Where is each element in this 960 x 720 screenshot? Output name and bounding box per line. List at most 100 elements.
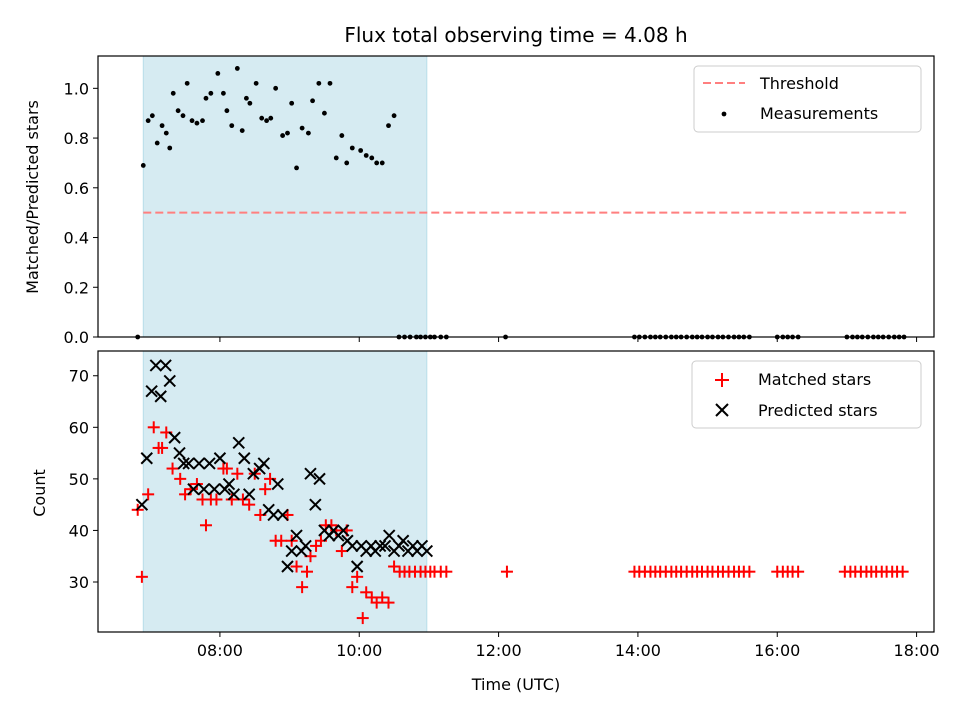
measurement-point [145, 118, 151, 124]
matched-star-point [792, 565, 805, 578]
predicted-star-point [168, 431, 181, 444]
predicted-star-point [346, 539, 359, 553]
measurement-point [253, 80, 259, 86]
predicted-star-point [257, 457, 271, 470]
measurement-point [280, 133, 286, 138]
matched-star-point [335, 545, 348, 558]
threshold-legend-label: Threshold [759, 74, 839, 93]
ratio-y-tick-label: 1.0 [64, 79, 89, 98]
predicted-star-point [154, 390, 167, 403]
predicted-star-point [192, 457, 206, 470]
matched-star-point [388, 560, 401, 573]
predicted-star-point [420, 544, 434, 558]
x-tick-label: 14:00 [615, 641, 661, 660]
predicted-star-point [145, 385, 158, 398]
matched-star-point [743, 565, 756, 578]
matched-star-point [440, 565, 453, 578]
predicted-stars-legend-marker [715, 403, 729, 417]
chart-title: Flux total observing time = 4.08 h [344, 23, 687, 47]
matched-star-point [301, 565, 313, 578]
x-tick-label: 16:00 [754, 641, 800, 660]
measurement-point [163, 130, 169, 136]
measurement-point [358, 148, 364, 153]
measurement-point [247, 100, 253, 106]
matched-star-point [220, 462, 233, 475]
predicted-star-point [173, 446, 186, 460]
measurement-point [189, 118, 195, 124]
measurement-point [379, 160, 385, 166]
measurement-point [294, 165, 299, 171]
matched-star-point [147, 421, 160, 434]
measurement-point [239, 128, 245, 134]
count-y-tick-label: 60 [69, 418, 89, 437]
matched-star-point [231, 467, 244, 480]
predicted-star-point [309, 498, 322, 511]
predicted-star-point [149, 359, 163, 372]
matched-star-point [346, 581, 359, 594]
predicted-star-point [182, 457, 195, 470]
measurement-point [200, 118, 205, 124]
predicted-star-point [285, 544, 298, 558]
count-legend: Matched stars Predicted stars [691, 360, 922, 429]
measurement-point [369, 155, 375, 161]
measurement-point [386, 123, 391, 129]
matched-star-point [275, 534, 288, 547]
ratio-legend: Threshold Measurements [693, 65, 922, 133]
matched-star-point [156, 441, 169, 454]
measurement-point [339, 133, 345, 138]
measurement-point [243, 95, 249, 101]
matched-star-point [135, 570, 148, 583]
predicted-star-point [213, 452, 227, 465]
predicted-star-point [227, 488, 241, 501]
matched-star-point [382, 596, 395, 609]
predicted-star-point [242, 488, 256, 501]
measurement-point [310, 98, 315, 104]
x-tick-label: 12:00 [476, 641, 522, 660]
measurement-point [234, 66, 240, 71]
measurement-point [229, 123, 235, 129]
measurement-point [159, 123, 165, 129]
predicted-star-point [159, 359, 172, 372]
predicted-star-point [378, 539, 392, 553]
measurement-point [184, 80, 190, 86]
matched-star-point [296, 581, 309, 594]
measurement-point [374, 160, 380, 166]
measurement-point [391, 113, 397, 119]
matched-star-point [500, 565, 513, 578]
matched-star-point [174, 472, 187, 485]
matched-star-point [376, 591, 389, 604]
ratio-y-tick-label: 0.0 [64, 328, 89, 347]
predicted-star-point [281, 560, 294, 573]
matched-star-point [370, 596, 383, 609]
predicted-star-point [299, 539, 312, 553]
measurement-point [289, 100, 295, 106]
predicted-star-point [313, 472, 326, 486]
x-tick-label: 08:00 [197, 641, 243, 660]
measurement-point [194, 120, 200, 126]
measurements-legend-marker [721, 111, 727, 117]
matched-star-point [360, 586, 373, 599]
predicted-star-point [238, 452, 251, 465]
measurement-point [305, 130, 311, 136]
count-y-tick-label: 30 [69, 573, 89, 592]
count-axes-frame [97, 350, 935, 633]
predicted-star-point [396, 534, 410, 547]
matched-star-point [259, 483, 272, 496]
predicted-star-point [290, 529, 303, 542]
measurement-point [264, 118, 269, 124]
predicted-star-point [197, 482, 211, 496]
predicted-star-point [163, 374, 176, 388]
measurement-point [175, 108, 181, 114]
measurement-point [285, 130, 290, 136]
matched-star-point [243, 498, 256, 511]
matched-star-point [210, 493, 223, 506]
measurement-point [344, 160, 350, 166]
predicted-stars-legend-label: Predicted stars [758, 401, 878, 420]
matched-star-point [356, 612, 369, 625]
observing-window-span [142, 55, 428, 338]
measurement-point [203, 95, 209, 101]
measurement-point [224, 108, 230, 114]
predicted-star-point [135, 498, 149, 511]
predicted-star-point [304, 467, 317, 480]
measurement-point [327, 80, 333, 86]
